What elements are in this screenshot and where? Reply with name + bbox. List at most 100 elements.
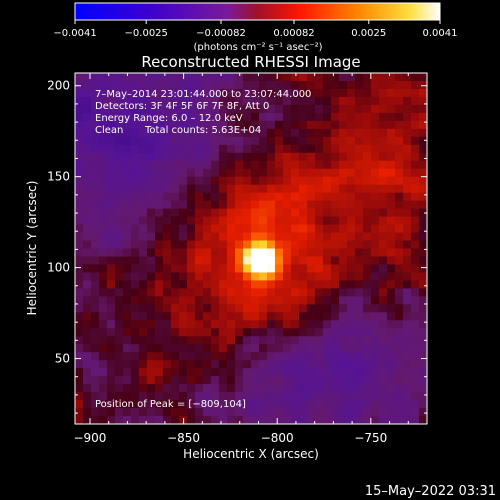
heatmap-cell: [339, 232, 348, 242]
heatmap-cell: [363, 184, 372, 194]
heatmap-cell: [331, 376, 340, 385]
heatmap-cell: [163, 360, 172, 369]
heatmap-cell: [283, 256, 292, 266]
heatmap-cell: [387, 272, 396, 282]
heatmap-cell: [291, 112, 300, 122]
heatmap-cell: [99, 112, 108, 122]
heatmap-cell: [163, 232, 172, 242]
heatmap-cell: [219, 408, 228, 417]
heatmap-cell: [83, 360, 92, 369]
heatmap-cell: [227, 384, 236, 393]
heatmap-cell: [387, 320, 396, 329]
heatmap-cell: [163, 152, 172, 162]
heatmap-cell: [339, 360, 348, 369]
heatmap-cell: [307, 160, 316, 170]
heatmap-cell: [219, 232, 228, 242]
heatmap-cell: [251, 272, 260, 282]
heatmap-cell: [123, 280, 132, 289]
heatmap-cell: [395, 416, 404, 424]
heatmap-cell: [195, 80, 204, 90]
heatmap-cell: [251, 360, 260, 369]
heatmap-cell: [307, 96, 316, 106]
heatmap-cell: [275, 224, 284, 234]
heatmap-cell: [91, 384, 100, 393]
heatmap-cell: [107, 192, 116, 202]
heatmap-cell: [363, 136, 372, 146]
heatmap-cell: [115, 240, 124, 250]
heatmap-cell: [363, 168, 372, 178]
heatmap-cell: [179, 240, 188, 250]
heatmap-cell: [299, 400, 308, 409]
heatmap-cell: [147, 80, 156, 90]
heatmap-cell: [147, 88, 156, 98]
heatmap-cell: [259, 384, 268, 393]
heatmap-cell: [307, 416, 316, 424]
heatmap-cell: [275, 384, 284, 393]
heatmap-cell: [91, 192, 100, 202]
heatmap-cell: [123, 224, 132, 234]
heatmap-cell: [195, 168, 204, 178]
heatmap-cell: [123, 320, 132, 329]
heatmap-cell: [347, 112, 356, 122]
heatmap-cell: [355, 144, 364, 154]
heatmap-cell: [107, 208, 116, 218]
heatmap-cell: [403, 128, 412, 138]
heatmap-cell: [283, 73, 292, 82]
heatmap-cell: [171, 392, 180, 401]
heatmap-cell: [275, 312, 284, 321]
heatmap-cell: [379, 272, 388, 282]
heatmap-cell: [307, 384, 316, 393]
heatmap-cell: [187, 192, 196, 202]
heatmap-cell: [251, 144, 260, 154]
heatmap-cell: [219, 192, 228, 202]
heatmap-cell: [91, 392, 100, 401]
heatmap-cell: [147, 160, 156, 170]
y-tick-label: 50: [55, 352, 70, 366]
heatmap-cell: [323, 216, 332, 226]
heatmap-cell: [75, 216, 84, 226]
heatmap-cell: [267, 272, 276, 282]
heatmap-cell: [195, 192, 204, 202]
heatmap-cell: [139, 288, 148, 297]
heatmap-cell: [227, 160, 236, 170]
heatmap-cell: [179, 152, 188, 162]
heatmap-cell: [411, 128, 420, 138]
heatmap-cell: [115, 160, 124, 170]
heatmap-cell: [155, 368, 164, 377]
heatmap-cell: [323, 168, 332, 178]
heatmap-cell: [219, 240, 228, 250]
heatmap-cell: [331, 288, 340, 297]
heatmap-cell: [267, 232, 276, 242]
heatmap-cell: [299, 216, 308, 226]
heatmap-cell: [243, 384, 252, 393]
heatmap-cell: [139, 136, 148, 146]
heatmap-cell: [259, 160, 268, 170]
heatmap-cell: [259, 88, 268, 98]
heatmap-cell: [347, 104, 356, 114]
heatmap-cell: [91, 352, 100, 361]
heatmap-cell: [83, 88, 92, 98]
heatmap-cell: [123, 416, 132, 424]
heatmap-cell: [243, 240, 252, 250]
heatmap-cell: [75, 280, 84, 289]
heatmap-cell: [355, 104, 364, 114]
heatmap-cell: [403, 152, 412, 162]
heatmap-cell: [299, 376, 308, 385]
heatmap-cell: [115, 208, 124, 218]
heatmap-cell: [371, 320, 380, 329]
heatmap-cell: [355, 312, 364, 321]
heatmap-cell: [83, 80, 92, 90]
heatmap-cell: [411, 136, 420, 146]
heatmap-image: [75, 73, 427, 424]
heatmap-cell: [123, 73, 132, 82]
heatmap-cell: [315, 200, 324, 210]
heatmap-cell: [243, 144, 252, 154]
heatmap-cell: [275, 192, 284, 202]
heatmap-cell: [315, 96, 324, 106]
heatmap-cell: [371, 112, 380, 122]
heatmap-cell: [299, 416, 308, 424]
heatmap-cell: [323, 144, 332, 154]
heatmap-cell: [291, 304, 300, 313]
heatmap-cell: [211, 392, 220, 401]
heatmap-cell: [403, 232, 412, 242]
